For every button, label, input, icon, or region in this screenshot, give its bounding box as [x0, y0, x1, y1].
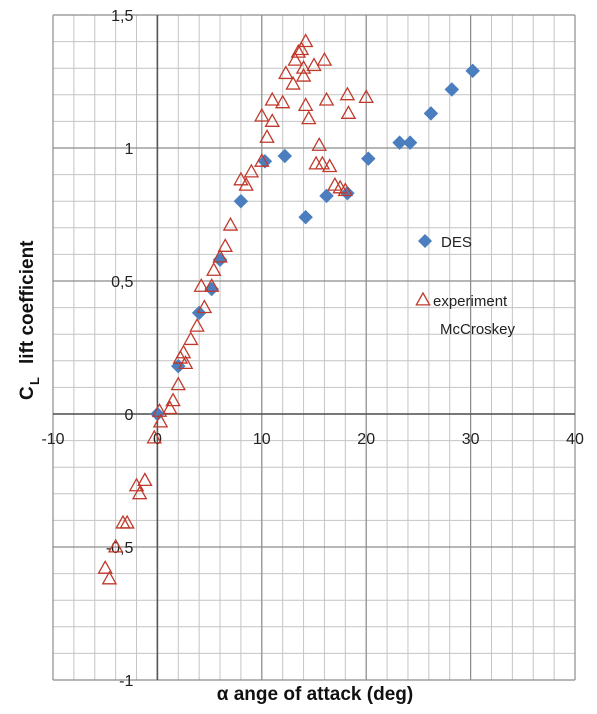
experiment-point	[254, 152, 270, 167]
x-axis-title: α ange of attack (deg)	[217, 684, 413, 705]
experiment-point	[297, 97, 314, 111]
experiment-point	[222, 216, 239, 231]
y-tick-label: 0,5	[111, 274, 133, 291]
experiment-point	[97, 559, 113, 574]
x-tick-label: 40	[566, 431, 584, 448]
experiment-point	[119, 514, 135, 529]
experiment-point	[278, 65, 294, 80]
experiment-point	[297, 33, 314, 48]
y-axis-title: C L lift coefficient	[17, 240, 42, 400]
x-tick-label: -10	[41, 431, 64, 448]
des-point	[233, 193, 249, 209]
data-points	[97, 33, 481, 585]
legend-item-experiment: experiment McCroskey	[415, 291, 516, 338]
experiment-point	[189, 317, 205, 332]
experiment-point	[295, 59, 312, 74]
experiment-point	[327, 176, 343, 191]
y-tick-label: 1,5	[111, 8, 133, 25]
experiment-point	[264, 91, 280, 106]
experiment-point	[301, 110, 317, 125]
experiment-point	[259, 129, 275, 143]
minor-gridlines	[52, 14, 576, 681]
experiment-point	[264, 113, 280, 127]
experiment-point	[170, 376, 187, 391]
experiment-point	[316, 51, 333, 66]
experiment-point	[196, 299, 213, 314]
x-tick-label: 0	[153, 431, 162, 448]
legend: DES experiment McCroskey	[415, 234, 516, 338]
experiment-point	[314, 155, 331, 170]
des-point	[465, 63, 481, 79]
experiment-point	[287, 51, 303, 66]
experiment-point	[107, 538, 124, 553]
major-gridlines	[52, 14, 576, 681]
experiment-point	[151, 403, 168, 417]
experiment-point	[311, 137, 327, 151]
experiment-point	[318, 91, 335, 106]
experiment-point	[293, 41, 310, 56]
experiment-point	[203, 277, 220, 292]
experiment-point	[290, 43, 307, 58]
experiment-point	[243, 163, 260, 178]
experiment-point	[137, 472, 153, 487]
x-tick-label: 30	[462, 431, 480, 448]
experiment-point	[254, 107, 270, 122]
legend-triangle-marker	[415, 291, 431, 306]
y-tick-label: 1	[124, 141, 133, 158]
des-point	[444, 82, 460, 97]
experiment-point	[274, 94, 291, 109]
experiment-point	[233, 171, 249, 186]
y-tick-label: -1	[119, 673, 133, 690]
experiment-point	[340, 105, 357, 119]
x-tick-label: 20	[357, 431, 375, 448]
experiment-point	[183, 331, 199, 346]
y-axis-title-c: C	[17, 386, 38, 400]
legend-label-des: DES	[441, 234, 472, 251]
des-point	[298, 209, 314, 225]
experiment-point	[212, 248, 228, 263]
legend-label-mccroskey: McCroskey	[440, 321, 516, 338]
experiment-point	[152, 413, 169, 428]
experiment-point	[193, 277, 210, 292]
experiment-point	[162, 400, 178, 415]
experiment-point	[295, 67, 312, 82]
des-point	[402, 135, 418, 151]
legend-diamond-marker	[418, 234, 432, 248]
x-tick-label: 10	[253, 431, 271, 448]
experiment-point	[339, 86, 356, 101]
experiment-point	[337, 182, 354, 197]
des-point	[257, 153, 273, 169]
experiment-point	[285, 75, 301, 90]
des-point	[360, 151, 376, 166]
experiment-point	[321, 158, 338, 173]
experiment-point	[131, 485, 148, 500]
axes	[53, 15, 575, 680]
experiment-point	[175, 344, 192, 359]
y-tick-label: 0	[124, 407, 133, 424]
y-axis-title-rest: lift coefficient	[17, 240, 38, 364]
des-point	[423, 106, 439, 121]
experiment-point	[206, 262, 222, 276]
des-point	[392, 135, 407, 151]
experiment-point	[358, 89, 374, 104]
y-axis-title-subscript: L	[27, 377, 42, 385]
experiment-point	[146, 429, 163, 444]
experiment-point	[306, 57, 322, 72]
des-point	[277, 148, 293, 164]
experiment-point	[101, 570, 118, 585]
experiment-point	[217, 238, 234, 252]
experiment-point	[238, 176, 254, 191]
experiment-point	[165, 392, 181, 407]
experiment-point	[177, 355, 194, 370]
legend-label-experiment: experiment	[433, 293, 508, 310]
des-point	[319, 188, 334, 204]
legend-item-des: DES	[418, 234, 472, 251]
